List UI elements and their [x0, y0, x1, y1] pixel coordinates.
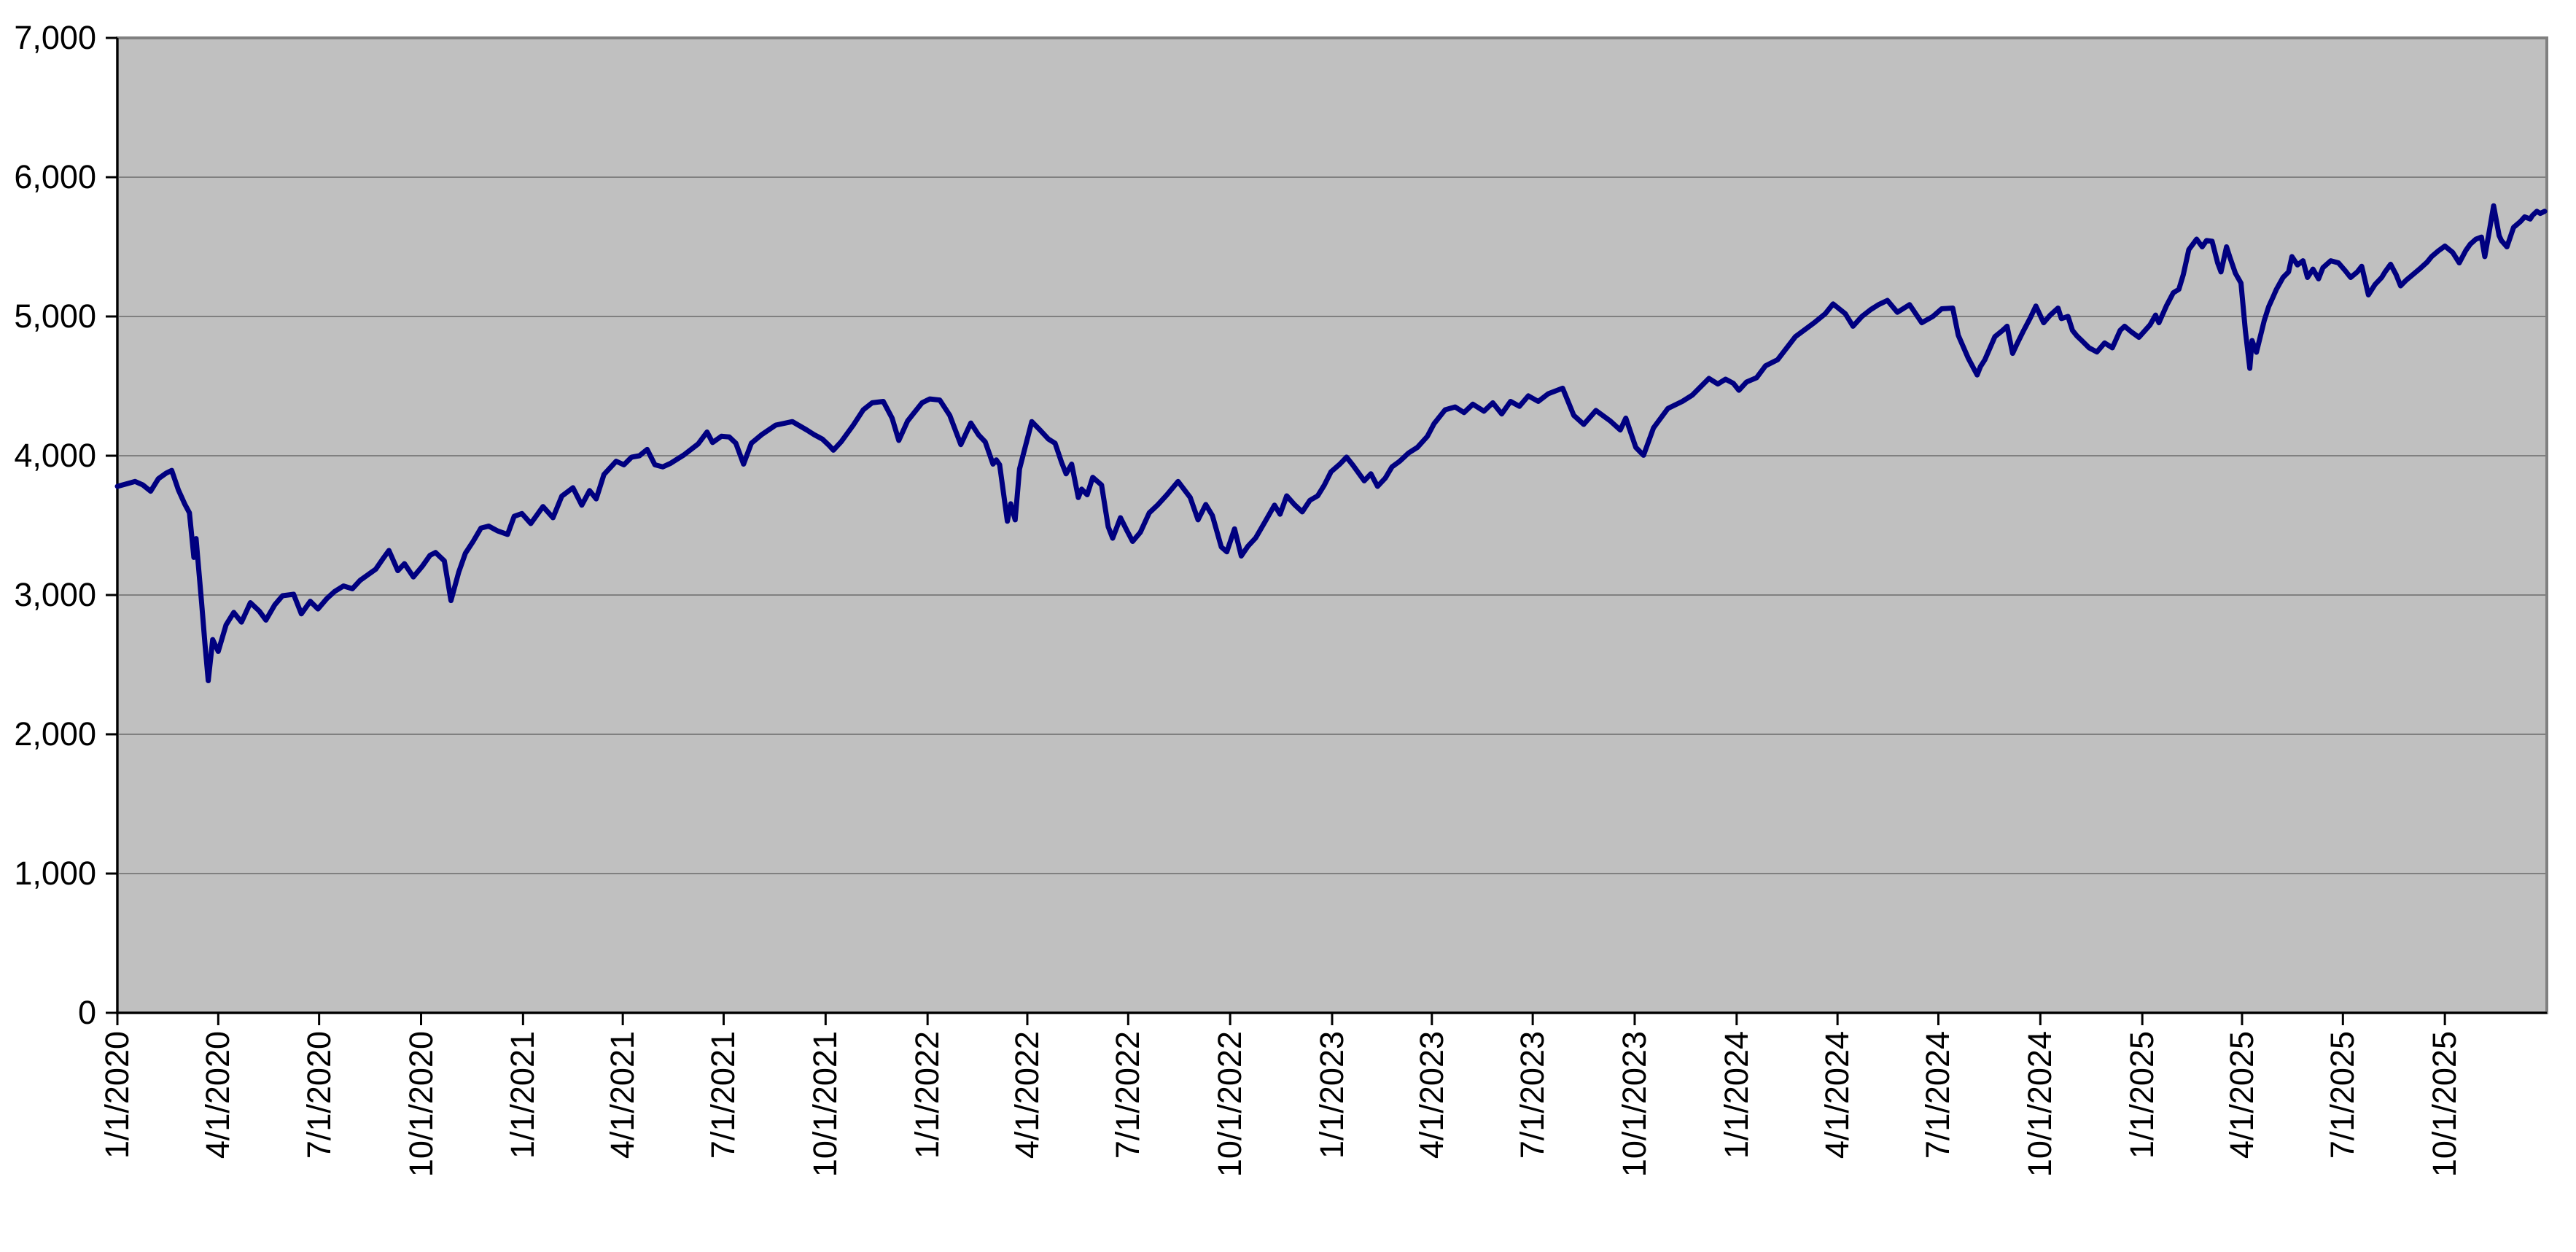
y-axis-label: 5,000: [14, 298, 96, 335]
plot-area: [117, 38, 2547, 1013]
x-axis-label: 10/1/2022: [1211, 1031, 1249, 1178]
x-axis-label: 1/1/2021: [504, 1031, 542, 1159]
x-axis-label: 7/1/2020: [300, 1031, 338, 1159]
y-axis-label: 6,000: [14, 158, 96, 195]
x-axis-label: 4/1/2020: [199, 1031, 237, 1159]
x-axis-label: 4/1/2022: [1008, 1031, 1046, 1159]
x-axis-label: 1/1/2023: [1313, 1031, 1350, 1159]
x-axis-label: 7/1/2023: [1514, 1031, 1552, 1159]
x-axis-label: 7/1/2021: [704, 1031, 742, 1159]
price-line: [114, 203, 2548, 683]
x-axis-label: 4/1/2025: [2222, 1031, 2260, 1159]
x-axis-label: 10/1/2024: [2021, 1031, 2059, 1178]
x-axis-label: 10/1/2023: [1615, 1031, 1653, 1178]
x-axis-label: 1/1/2024: [1717, 1031, 1755, 1159]
y-axis-label: 7,000: [14, 19, 96, 56]
x-axis-label: 4/1/2023: [1412, 1031, 1450, 1159]
x-axis-label: 10/1/2025: [2426, 1031, 2464, 1178]
x-axis-label: 4/1/2021: [604, 1031, 642, 1159]
y-axis-label: 3,000: [14, 576, 96, 613]
x-axis-label: 10/1/2021: [806, 1031, 844, 1178]
x-axis-label: 1/1/2020: [98, 1031, 136, 1159]
y-axis-label: 2,000: [14, 715, 96, 753]
x-axis-label: 10/1/2020: [402, 1031, 440, 1178]
x-axis-label: 4/1/2024: [1818, 1031, 1856, 1159]
x-axis-label: 7/1/2025: [2324, 1031, 2362, 1159]
y-axis-label: 0: [77, 994, 96, 1031]
y-axis-label: 1,000: [14, 855, 96, 892]
x-axis-label: 1/1/2022: [908, 1031, 946, 1159]
y-axis-label: 4,000: [14, 437, 96, 474]
x-axis-label: 1/1/2025: [2123, 1031, 2161, 1159]
x-axis-label: 7/1/2022: [1109, 1031, 1147, 1159]
x-axis-label: 7/1/2024: [1919, 1031, 1957, 1159]
